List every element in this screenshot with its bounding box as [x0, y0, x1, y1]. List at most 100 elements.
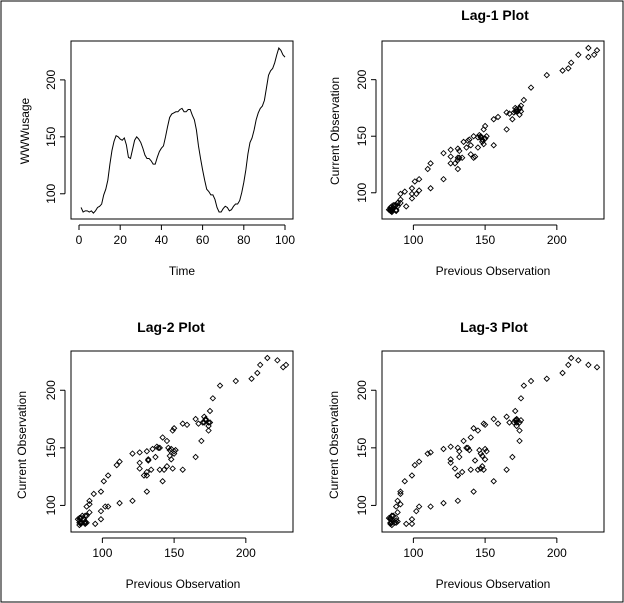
scatter-point — [392, 207, 400, 215]
scatter-point — [447, 146, 454, 154]
scatter-point — [454, 165, 462, 173]
scatter-point — [166, 452, 174, 460]
x-tick-label: 200 — [547, 546, 567, 560]
scatter-point — [490, 116, 497, 123]
y-tick-label: 100 — [355, 495, 369, 515]
scatter-point — [159, 434, 166, 441]
y-tick-label: 100 — [355, 182, 369, 202]
scatter-point — [397, 196, 404, 203]
scatter-point — [585, 44, 592, 52]
scatter-point — [205, 422, 212, 430]
scatter-point — [402, 520, 410, 528]
scatter-point — [467, 142, 475, 149]
scatter-point — [509, 453, 516, 461]
scatter-point — [593, 47, 601, 54]
scatter-point — [149, 445, 156, 453]
scatter-point — [467, 466, 475, 473]
scatter-point — [494, 113, 502, 121]
scatter-point — [463, 144, 470, 151]
scatter-point — [169, 427, 176, 434]
scatter-point — [513, 416, 520, 424]
scatter-point — [254, 369, 261, 377]
scatter-point — [447, 443, 454, 450]
scatter-point — [517, 416, 525, 424]
scatter-point — [391, 519, 398, 526]
scatter-point — [402, 203, 410, 210]
scatter-point — [102, 503, 109, 510]
x-axis-label: Previous Observation — [126, 577, 241, 591]
scatter-point — [394, 509, 401, 516]
scatter-point — [411, 178, 419, 185]
x-tick-label: 100 — [403, 546, 423, 560]
scatter-point — [470, 488, 477, 495]
scatter-point — [113, 461, 120, 469]
scatter-point — [152, 453, 159, 461]
scatter-point — [248, 375, 255, 382]
y-tick-label: 150 — [44, 127, 58, 147]
scatter-point — [516, 105, 523, 113]
scatter-point — [179, 420, 186, 427]
scatter-point — [567, 59, 575, 66]
scatter-point — [91, 520, 99, 528]
scatter-point — [192, 453, 199, 461]
scatter-point — [159, 477, 166, 485]
scatter-point — [503, 126, 510, 133]
scatter-point — [456, 147, 463, 155]
scatter-point — [527, 84, 535, 91]
scatter-point — [170, 425, 178, 432]
scatter-point — [565, 361, 572, 369]
scatter-point — [527, 377, 535, 385]
scatter-point — [467, 151, 475, 158]
scatter-point — [129, 497, 136, 505]
scatter-point — [503, 466, 510, 473]
scatter-point — [513, 105, 520, 113]
scatter-point — [408, 185, 416, 192]
scatter-point — [427, 185, 434, 192]
plot-frame — [70, 350, 294, 533]
scatter-point — [143, 472, 151, 479]
scatter-point — [116, 499, 123, 507]
scatter-point — [264, 354, 271, 362]
scatter-point — [559, 369, 566, 377]
x-tick-label: 100 — [275, 233, 295, 247]
panel-title: Lag-3 Plot — [460, 319, 528, 335]
scatter-point — [104, 503, 112, 510]
scatter-point — [506, 419, 513, 426]
scatter-point — [143, 448, 151, 455]
y-tick-label: 150 — [355, 438, 369, 458]
scatter-point — [116, 458, 123, 465]
scatter-point — [160, 466, 168, 473]
scatter-point — [471, 153, 479, 160]
scatter-point — [104, 472, 112, 479]
scatter-point — [408, 520, 416, 528]
scatter-point — [456, 453, 463, 461]
scatter-point — [440, 175, 447, 183]
scatter-point — [511, 407, 519, 415]
scatter-point — [97, 516, 105, 523]
scatter-point — [481, 445, 489, 453]
x-tick-label: 20 — [114, 233, 128, 247]
scatter-point — [481, 135, 489, 142]
scatter-point — [427, 160, 434, 167]
x-tick-label: 0 — [76, 233, 83, 247]
plot-frame — [381, 350, 605, 533]
series-line — [80, 47, 286, 214]
scatter-point — [463, 444, 470, 452]
scatter-point — [474, 466, 482, 473]
scatter-point — [480, 420, 487, 427]
scatter-point — [543, 375, 551, 382]
scatter-point — [202, 415, 209, 423]
scatter-point — [440, 445, 447, 453]
scatter-point — [593, 363, 601, 371]
scatter-point — [136, 449, 143, 456]
scatter-point — [590, 51, 598, 59]
scatter-point — [392, 503, 400, 510]
scatter-point — [490, 415, 497, 423]
scatter-point — [206, 407, 214, 415]
scatter-point — [483, 448, 490, 455]
scatter-point — [454, 472, 462, 479]
x-tick-label: 80 — [237, 233, 251, 247]
panel-title: Lag-1 Plot — [461, 7, 529, 23]
scatter-point — [467, 434, 475, 441]
